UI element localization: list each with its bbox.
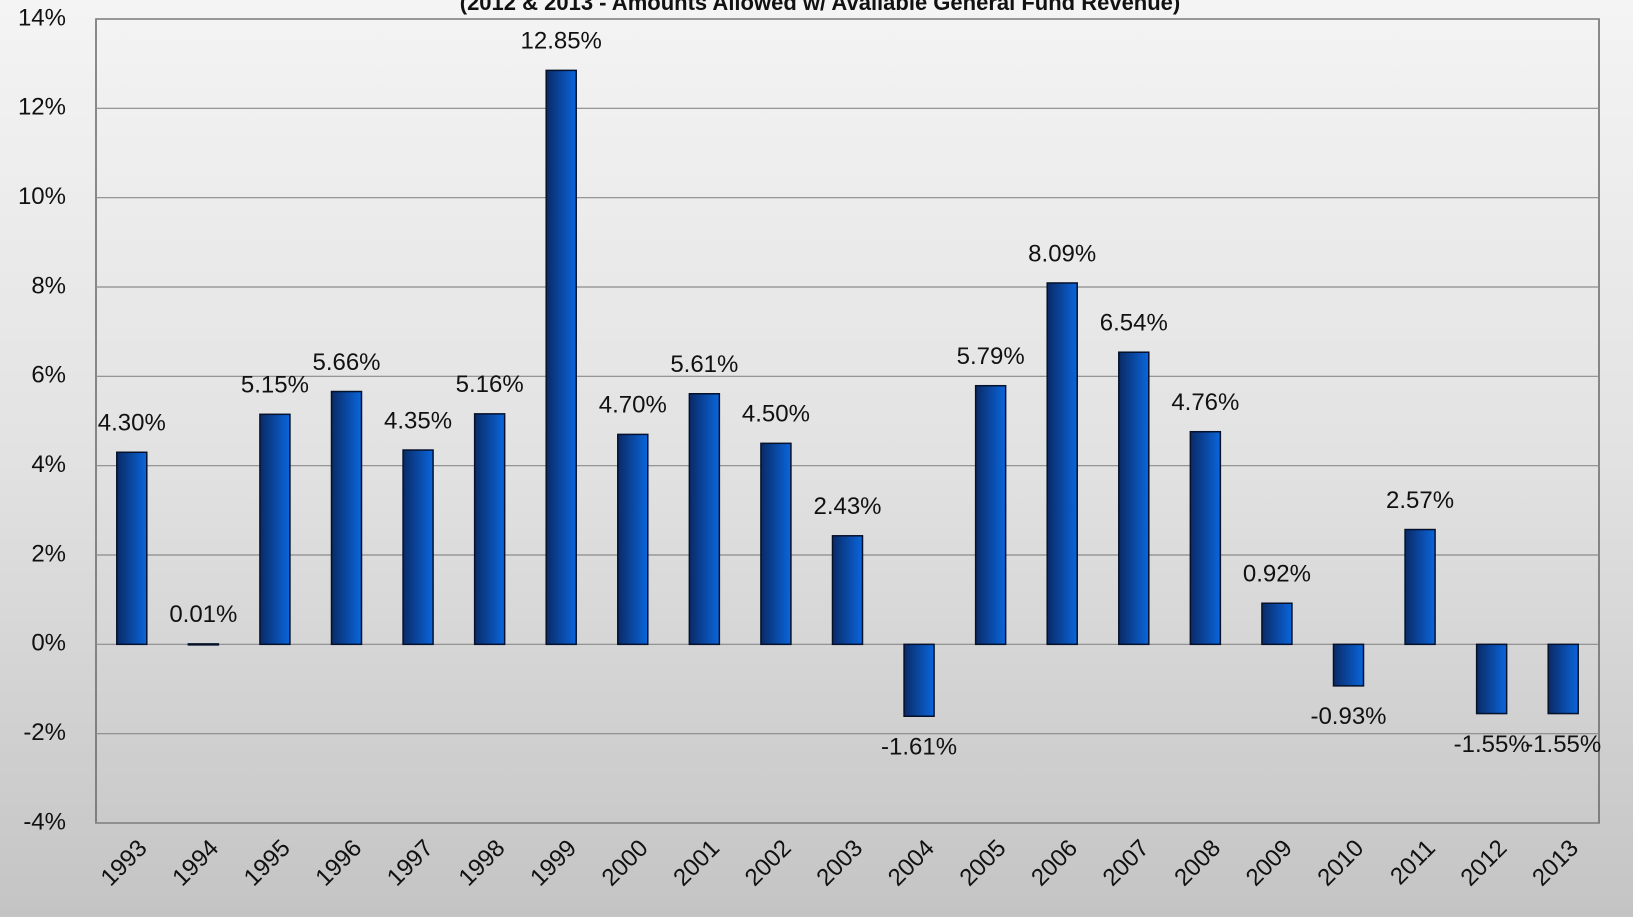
value-label: 4.70%	[599, 392, 667, 419]
y-tick-label: 12%	[18, 94, 66, 121]
value-label: 0.92%	[1243, 561, 1311, 588]
y-tick-label: -4%	[23, 808, 66, 835]
value-label: -0.93%	[1310, 703, 1386, 730]
y-tick-label: -2%	[23, 719, 66, 746]
chart-subtitle: (2012 & 2013 - Amounts Allowed w/ Availa…	[460, 0, 1181, 15]
value-label: 4.76%	[1171, 389, 1239, 416]
bar	[903, 643, 935, 717]
y-tick-label: 10%	[18, 183, 66, 210]
value-label: 8.09%	[1028, 240, 1096, 267]
y-tick-label: 4%	[31, 451, 66, 478]
value-label: 5.66%	[312, 349, 380, 376]
value-label: 5.61%	[670, 351, 738, 378]
bar	[1332, 643, 1365, 687]
bar	[1547, 643, 1579, 715]
y-tick-label: 14%	[18, 4, 66, 31]
bar	[1189, 430, 1222, 646]
value-label: 4.50%	[742, 401, 810, 428]
value-label: 2.57%	[1386, 487, 1454, 514]
y-tick-label: 6%	[31, 362, 66, 389]
value-label: 6.54%	[1100, 310, 1168, 337]
y-tick-label: 8%	[31, 272, 66, 299]
bar	[330, 390, 363, 646]
bar	[187, 643, 220, 646]
value-label: -1.61%	[881, 734, 957, 761]
bar	[760, 442, 792, 646]
bar	[545, 69, 577, 646]
value-label: -1.55%	[1454, 731, 1530, 758]
bar	[617, 433, 649, 646]
bar	[1118, 351, 1150, 646]
bar	[1261, 602, 1293, 646]
value-label: 4.35%	[384, 407, 452, 434]
value-label: -1.55%	[1525, 731, 1601, 758]
bar	[473, 413, 506, 646]
y-tick-label: 0%	[31, 630, 66, 657]
bar	[1046, 282, 1078, 646]
y-tick-label: 2%	[31, 540, 66, 567]
bar	[1404, 528, 1436, 646]
value-label: 0.01%	[169, 601, 237, 628]
bar	[116, 451, 148, 646]
value-label: 12.85%	[521, 28, 602, 55]
bar	[259, 413, 291, 646]
bar	[402, 449, 434, 646]
bar	[831, 535, 864, 646]
value-label: 5.16%	[456, 371, 524, 398]
value-label: 5.15%	[241, 372, 309, 399]
bar	[688, 393, 721, 646]
value-label: 4.30%	[98, 410, 166, 437]
bar	[974, 384, 1007, 646]
bar	[1475, 643, 1508, 715]
value-label: 2.43%	[813, 493, 881, 520]
value-label: 5.79%	[957, 343, 1025, 370]
